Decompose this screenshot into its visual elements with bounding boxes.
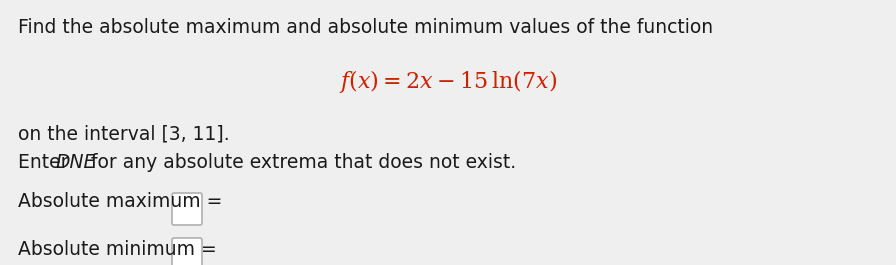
Text: on the interval [3, 11].: on the interval [3, 11].: [18, 125, 229, 144]
Text: Enter: Enter: [18, 153, 74, 172]
FancyBboxPatch shape: [172, 238, 202, 265]
Text: DNE: DNE: [56, 153, 97, 172]
Text: Find the absolute maximum and absolute minimum values of the function: Find the absolute maximum and absolute m…: [18, 18, 713, 37]
Text: $\mathit{f}(\mathit{x}) = 2\mathit{x} - 15\,\ln(7\mathit{x})$: $\mathit{f}(\mathit{x}) = 2\mathit{x} - …: [339, 68, 557, 95]
Text: Absolute minimum =: Absolute minimum =: [18, 240, 217, 259]
FancyBboxPatch shape: [172, 193, 202, 225]
Text: for any absolute extrema that does not exist.: for any absolute extrema that does not e…: [85, 153, 516, 172]
Text: Absolute maximum =: Absolute maximum =: [18, 192, 222, 211]
